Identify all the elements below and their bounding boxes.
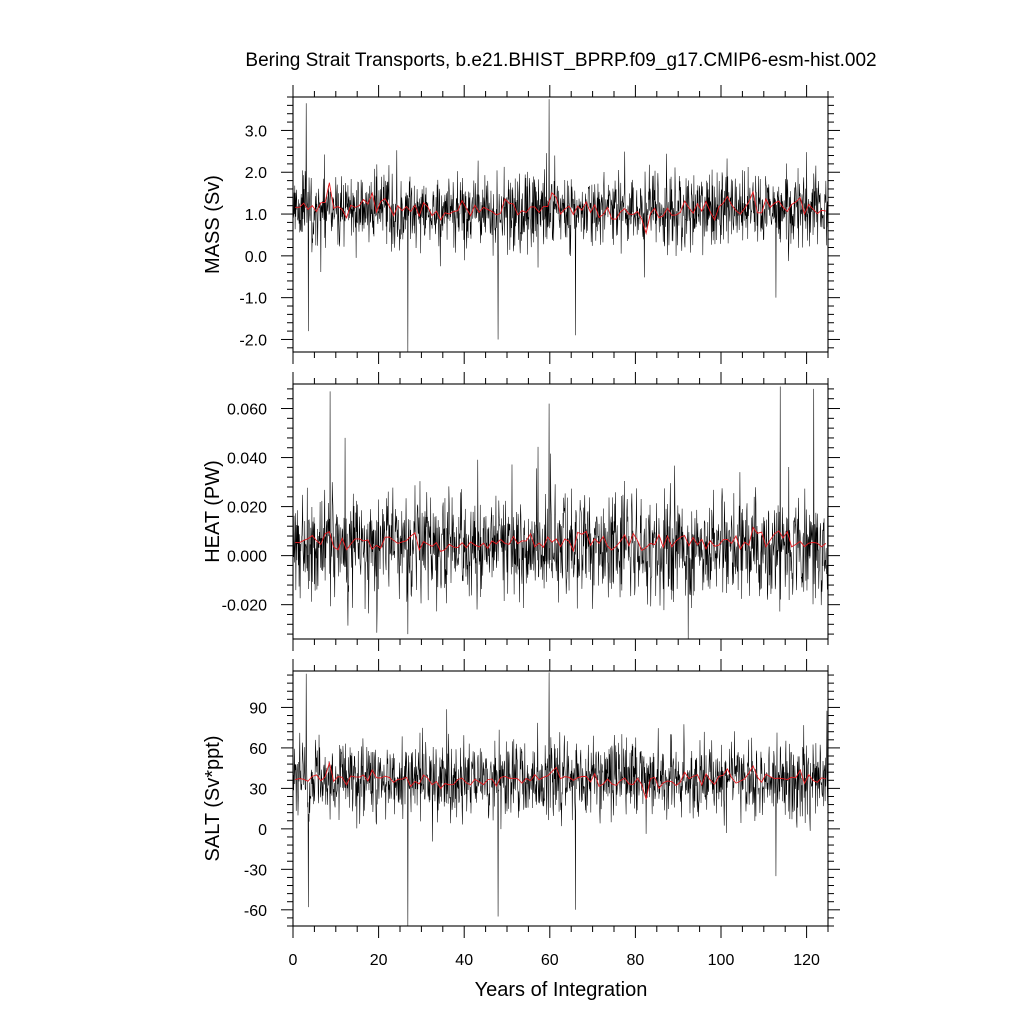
y-tick-label: 0.060 bbox=[227, 402, 267, 419]
x-tick-label: 80 bbox=[627, 952, 645, 969]
y-tick-label: 0.040 bbox=[227, 451, 267, 468]
y-tick-label: 30 bbox=[249, 781, 267, 798]
panel-mass: -2.0 -1.0 0.0 1.0 2.0 3.0 MASS (Sv) bbox=[202, 85, 840, 364]
y-tick-label: 60 bbox=[249, 741, 267, 758]
y-tick-label: -60 bbox=[244, 903, 267, 920]
plot-frame bbox=[292, 96, 829, 353]
x-tick-label: 0 bbox=[289, 952, 298, 969]
annual-mean-line bbox=[295, 761, 826, 800]
monthly-series-line bbox=[293, 386, 828, 639]
x-tick-label: 40 bbox=[455, 952, 473, 969]
y-tick-label: 0.0 bbox=[245, 249, 267, 266]
y-tick-label: 3.0 bbox=[245, 123, 267, 140]
y-tick-label: -0.020 bbox=[222, 598, 267, 615]
x-tick-label: 120 bbox=[793, 952, 820, 969]
panel-salt: -60 -30 0 30 60 90 SALT (Sv*ppt) bbox=[202, 659, 840, 938]
y-tick-label: 1.0 bbox=[245, 207, 267, 224]
y-axis-title: SALT (Sv*ppt) bbox=[202, 736, 224, 862]
plot-frame bbox=[292, 670, 829, 927]
y-tick-label: -2.0 bbox=[239, 332, 267, 349]
x-axis-title: Years of Integration bbox=[475, 979, 648, 1001]
plot-frame bbox=[292, 383, 829, 640]
y-axis-title: HEAT (PW) bbox=[202, 460, 224, 563]
x-tick-label: 20 bbox=[370, 952, 388, 969]
x-tick-label: 100 bbox=[708, 952, 735, 969]
chart-title: Bering Strait Transports, b.e21.BHIST_BP… bbox=[245, 50, 876, 71]
x-tick-label: 60 bbox=[541, 952, 559, 969]
y-tick-label: 2.0 bbox=[245, 165, 267, 182]
annual-mean-line bbox=[295, 526, 827, 553]
monthly-series-line bbox=[293, 672, 828, 926]
y-tick-label: 90 bbox=[249, 700, 267, 717]
x-axis-labels: 0 20 40 60 80 100 120 bbox=[289, 952, 820, 969]
panel-heat: -0.020 0.000 0.020 0.040 0.060 HEAT (PW) bbox=[202, 372, 840, 651]
y-tick-label: -30 bbox=[244, 862, 267, 879]
y-tick-label: 0.000 bbox=[227, 549, 267, 566]
monthly-series-line bbox=[293, 99, 828, 352]
y-tick-label: -1.0 bbox=[239, 291, 267, 308]
y-tick-label: 0.020 bbox=[227, 500, 267, 517]
y-axis-title: MASS (Sv) bbox=[202, 175, 224, 274]
y-tick-label: 0 bbox=[258, 822, 267, 839]
annual-mean-line bbox=[295, 182, 826, 236]
panels: -2.0 -1.0 0.0 1.0 2.0 3.0 MASS (Sv) -0.020 0.000… bbox=[202, 85, 840, 938]
